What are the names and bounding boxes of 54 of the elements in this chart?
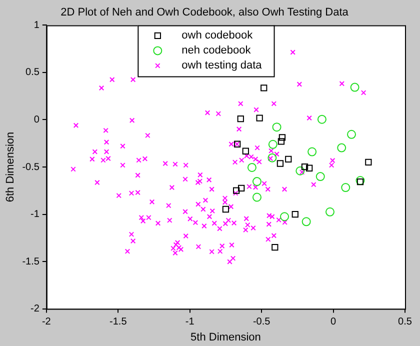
point [325,207,334,216]
y-tick-label: -2 [30,304,40,315]
point [308,147,317,156]
y-tick-label: 1 [34,20,40,31]
point [306,164,313,172]
point [280,212,290,222]
y-tick-label: 0.5 [26,67,40,78]
point [278,134,286,141]
x-tick-label: -1.5 [110,316,128,328]
point [237,115,244,122]
point [276,160,284,167]
point [242,148,249,154]
point [316,172,325,182]
x-tick-label: 0 [330,316,337,328]
point [272,122,282,132]
point [356,178,364,186]
point [301,163,308,170]
x-tick-label: 0.5 [398,316,412,328]
x-tick-label: -0.5 [252,316,271,328]
legend-label: neh codebook [182,44,252,57]
point [252,177,262,186]
point [285,156,292,162]
point [292,210,298,218]
legend-label: owh codebook [182,30,254,42]
point [233,187,240,194]
point [252,192,262,202]
x-tick-label: -2 [42,316,52,328]
legend-label: owh testing data [182,60,263,72]
point [238,184,245,192]
y-axis-title: 6th Dimension [4,132,17,202]
point [356,176,365,186]
point [302,217,311,226]
y-tick-label: -1 [30,209,40,220]
x-axis-title: 5th Dimension [190,331,261,344]
chart-title: 2D Plot of Neh and Owh Codebook, also Owh Testing Data [60,6,350,19]
point [350,82,360,92]
point [317,114,326,124]
point [222,206,230,213]
point [260,84,268,92]
point [247,162,256,172]
x-tick-label: -1 [185,316,195,328]
point [272,244,278,251]
point [296,166,305,176]
y-tick-label: -0.5 [22,162,40,173]
point [337,143,346,152]
point [268,140,278,149]
point [256,114,263,122]
point [268,153,277,162]
y-tick-label: -1.5 [22,256,40,268]
point [278,138,285,145]
y-tick-label: 0 [34,114,40,126]
point [365,158,372,166]
point [347,130,356,139]
point [341,183,350,192]
